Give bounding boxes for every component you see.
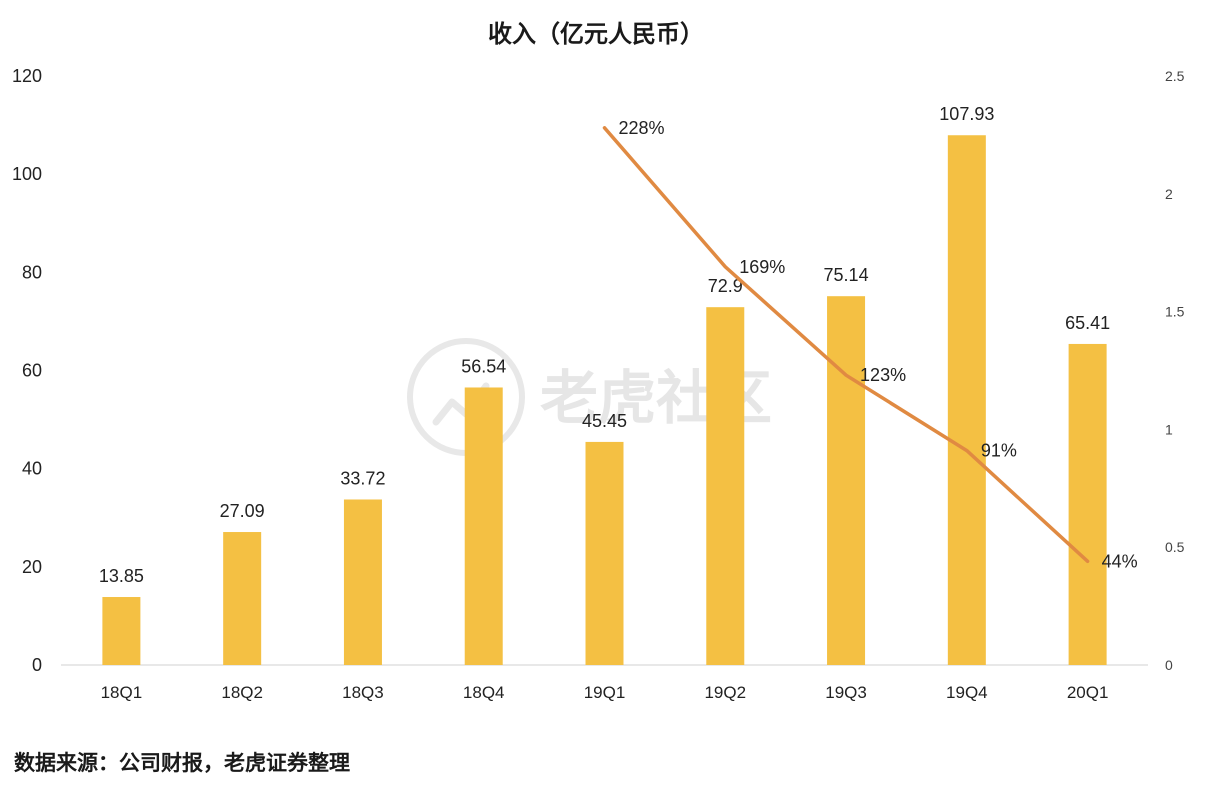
bar-data-label: 107.93 (939, 104, 994, 124)
source-note: 数据来源：公司财报，老虎证券整理 (14, 751, 350, 775)
x-axis-tick-label: 18Q2 (221, 683, 263, 702)
bar-data-label: 33.72 (340, 468, 385, 488)
y2-axis-tick-label: 1 (1165, 421, 1173, 437)
bar-data-label: 56.54 (461, 356, 506, 376)
y-axis-tick-label: 60 (22, 361, 42, 381)
line-data-label: 228% (619, 118, 665, 138)
y2-axis-tick-label: 2.5 (1165, 68, 1185, 84)
x-axis-tick-label: 19Q4 (946, 683, 988, 702)
x-axis-tick-label: 18Q3 (342, 683, 384, 702)
line-data-label: 123% (860, 365, 906, 385)
x-axis-tick-label: 18Q4 (463, 683, 505, 702)
bar-data-label: 45.45 (582, 411, 627, 431)
y-axis-tick-label: 40 (22, 459, 42, 479)
y2-axis-tick-label: 0 (1165, 657, 1173, 673)
x-axis-tick-label: 18Q1 (101, 683, 143, 702)
y2-axis-tick-label: 1.5 (1165, 304, 1185, 320)
line-data-label: 169% (739, 257, 785, 277)
y-axis-tick-label: 80 (22, 262, 42, 282)
x-axis-tick-label: 19Q3 (825, 683, 867, 702)
bar-data-label: 27.09 (220, 501, 265, 521)
revenue-bar (223, 532, 262, 665)
y2-axis-tick-label: 0.5 (1165, 539, 1185, 555)
revenue-bar (827, 296, 866, 665)
revenue-bar (343, 499, 382, 665)
bar-data-label: 75.14 (824, 265, 869, 285)
revenue-bar (585, 441, 624, 665)
chart-title: 收入（亿元人民币） (488, 20, 704, 48)
bar-data-label: 13.85 (99, 566, 144, 586)
y-axis-tick-label: 120 (12, 66, 42, 86)
x-axis-tick-label: 20Q1 (1067, 683, 1109, 702)
x-axis-tick-label: 19Q1 (584, 683, 626, 702)
y-axis-tick-label: 0 (32, 655, 42, 675)
line-data-label: 44% (1102, 551, 1138, 571)
growth-rate-line (602, 126, 1090, 564)
bar-data-label: 72.9 (708, 276, 743, 296)
revenue-bar (1068, 343, 1107, 665)
x-axis-tick-label: 19Q2 (704, 683, 746, 702)
y-axis-tick-label: 20 (22, 557, 42, 577)
bar-data-label: 65.41 (1065, 313, 1110, 333)
y2-axis-tick-label: 2 (1165, 186, 1173, 202)
line-data-label: 91% (981, 441, 1017, 461)
revenue-bar (102, 597, 141, 665)
revenue-bar (706, 307, 745, 665)
revenue-bar (464, 387, 503, 665)
plot-area: 0 20 40 60 80 100 120 0 0.5 1 1.5 2 2.5 18Q1 18Q2 18Q3 1… (12, 66, 1185, 702)
revenue-bar (947, 135, 986, 665)
y-axis-tick-label: 100 (12, 164, 42, 184)
